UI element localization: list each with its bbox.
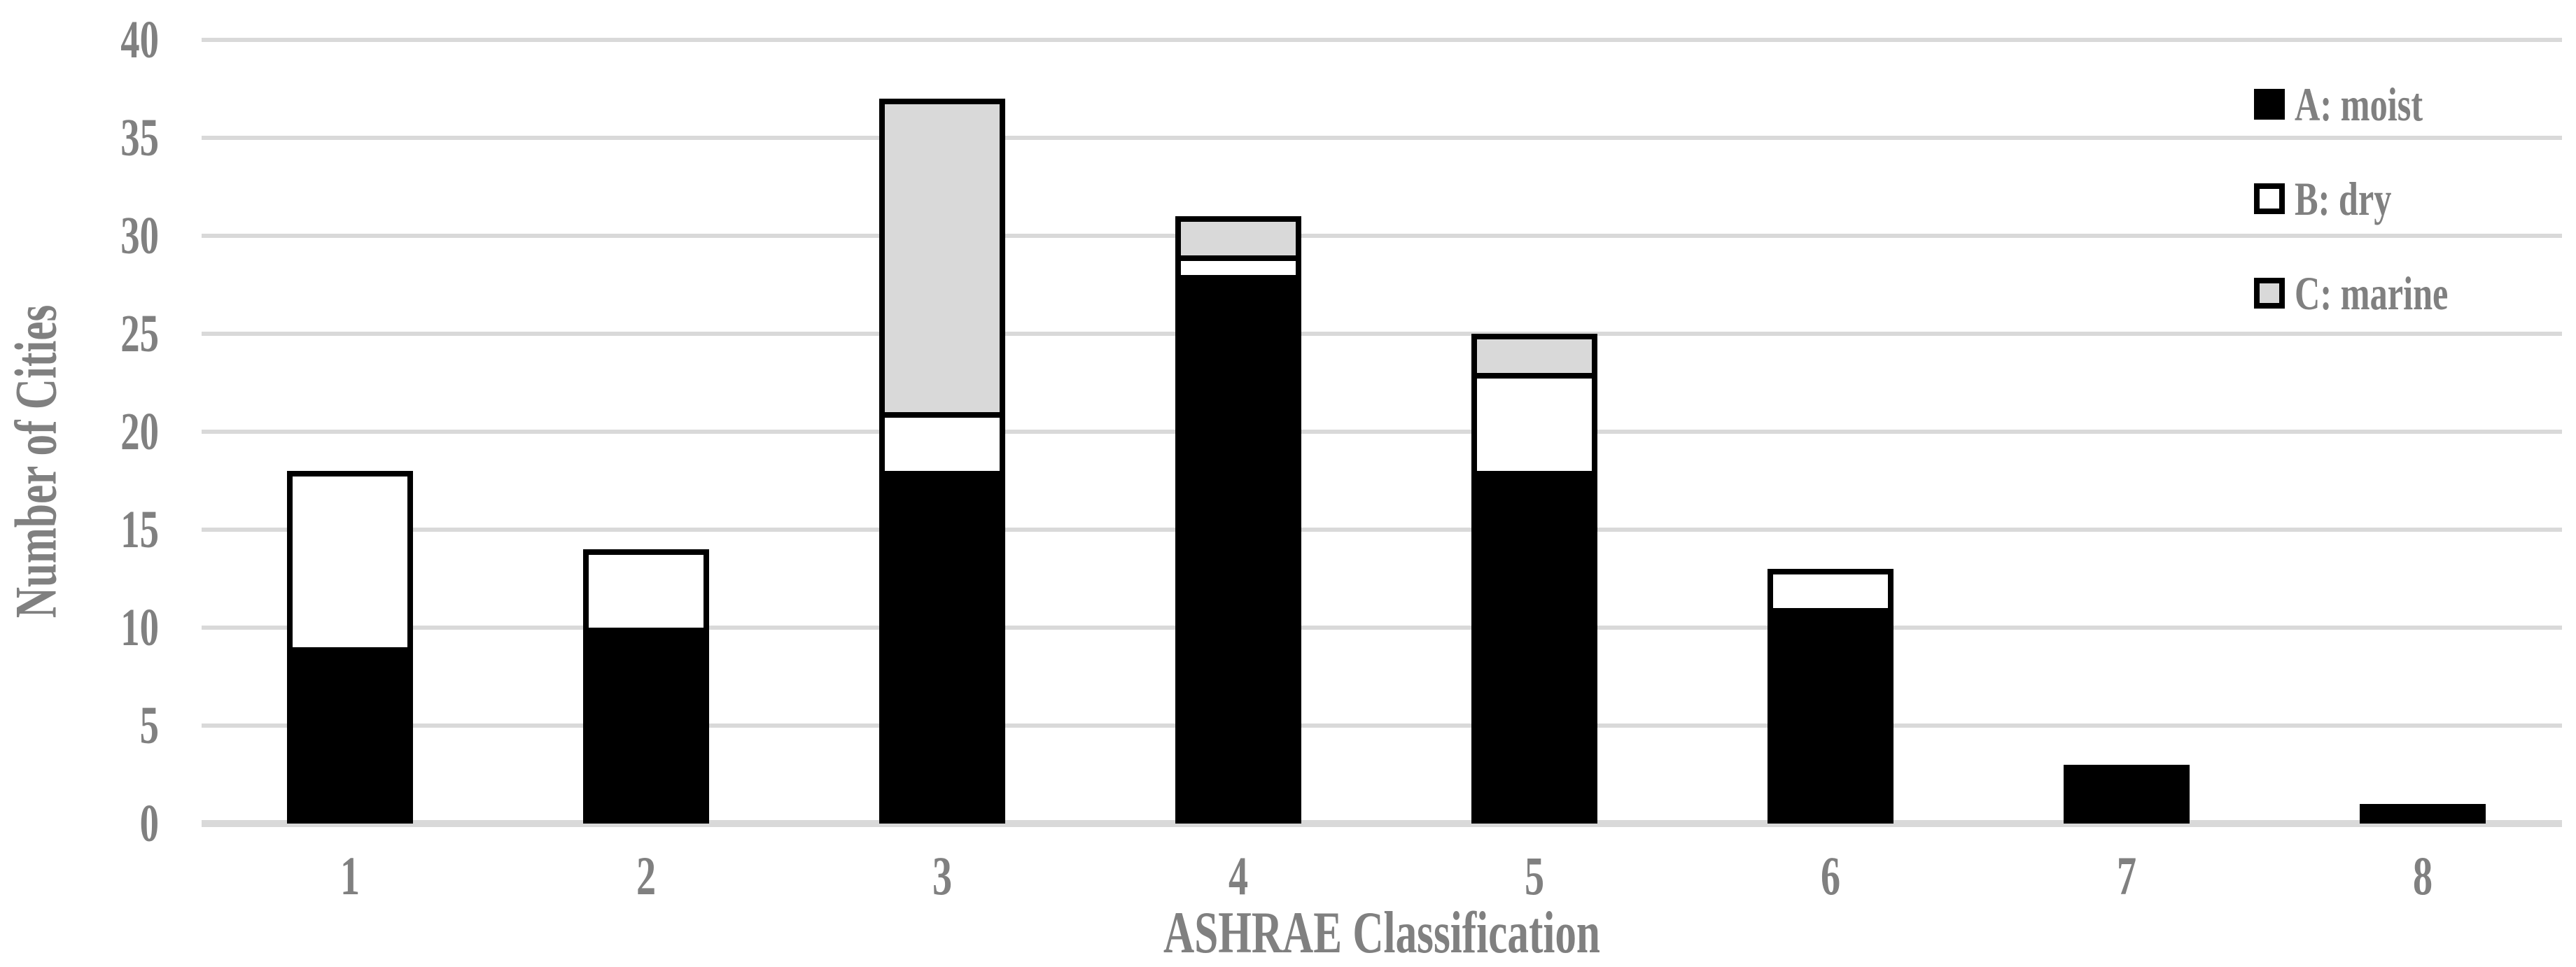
x-category-label: 6 (1820, 845, 1841, 906)
bar-segment-c-marine (1175, 216, 1301, 255)
x-axis-line (202, 820, 2562, 827)
gridline (202, 626, 2562, 630)
y-tick-label: 0 (139, 794, 159, 853)
bar-segment-a-moist (287, 647, 413, 824)
bar-segment-b-dry (879, 412, 1005, 471)
bar-segment-c-marine (879, 99, 1005, 412)
legend-swatch-icon (2254, 89, 2285, 120)
legend-item: C: marine (2254, 269, 2502, 317)
x-category-label: 7 (2116, 845, 2137, 906)
legend-swatch-icon (2254, 278, 2285, 309)
bar-segment-b-dry (1768, 569, 1893, 608)
bar-segment-a-moist (879, 471, 1005, 824)
y-tick-label: 15 (120, 500, 159, 559)
legend-swatch-icon (2254, 183, 2285, 214)
gridline (202, 724, 2562, 728)
bar-segment-b-dry (1175, 255, 1301, 275)
bar-segment-a-moist (1471, 471, 1597, 824)
bar-segment-a-moist (1768, 608, 1893, 824)
bar-segment-c-marine (1471, 334, 1597, 373)
y-tick-label: 5 (139, 696, 159, 755)
x-category-label: 2 (636, 845, 657, 906)
y-tick-label: 30 (120, 206, 159, 265)
x-axis-title: ASHRAE Classification (1163, 900, 1600, 966)
legend-label: B: dry (2295, 172, 2392, 225)
y-tick-label: 25 (120, 304, 159, 363)
bar-segment-b-dry (583, 549, 709, 628)
x-category-label: 3 (932, 845, 953, 906)
bar-segment-b-dry (1471, 373, 1597, 471)
bar-segment-a-moist (583, 628, 709, 824)
legend-label: C: marine (2295, 267, 2449, 320)
legend-item: B: dry (2254, 175, 2426, 223)
y-tick-label: 35 (120, 108, 159, 167)
gridline (202, 332, 2562, 336)
x-category-label: 4 (1228, 845, 1249, 906)
bar-segment-a-moist (1175, 275, 1301, 824)
gridline (202, 430, 2562, 434)
gridline (202, 528, 2562, 532)
legend-item: A: moist (2254, 80, 2468, 128)
bar-segment-a-moist (2360, 804, 2486, 824)
bar-segment-b-dry (287, 471, 413, 647)
bar-segment-a-moist (2064, 765, 2190, 824)
x-category-label: 5 (1524, 845, 1545, 906)
y-tick-label: 10 (120, 598, 159, 657)
gridline (202, 136, 2562, 140)
x-category-label: 8 (2412, 845, 2433, 906)
x-category-label: 1 (340, 845, 360, 906)
y-tick-label: 20 (120, 402, 159, 461)
y-tick-label: 40 (120, 10, 159, 69)
gridline (202, 38, 2562, 42)
gridline (202, 234, 2562, 238)
legend-label: A: moist (2295, 78, 2423, 131)
